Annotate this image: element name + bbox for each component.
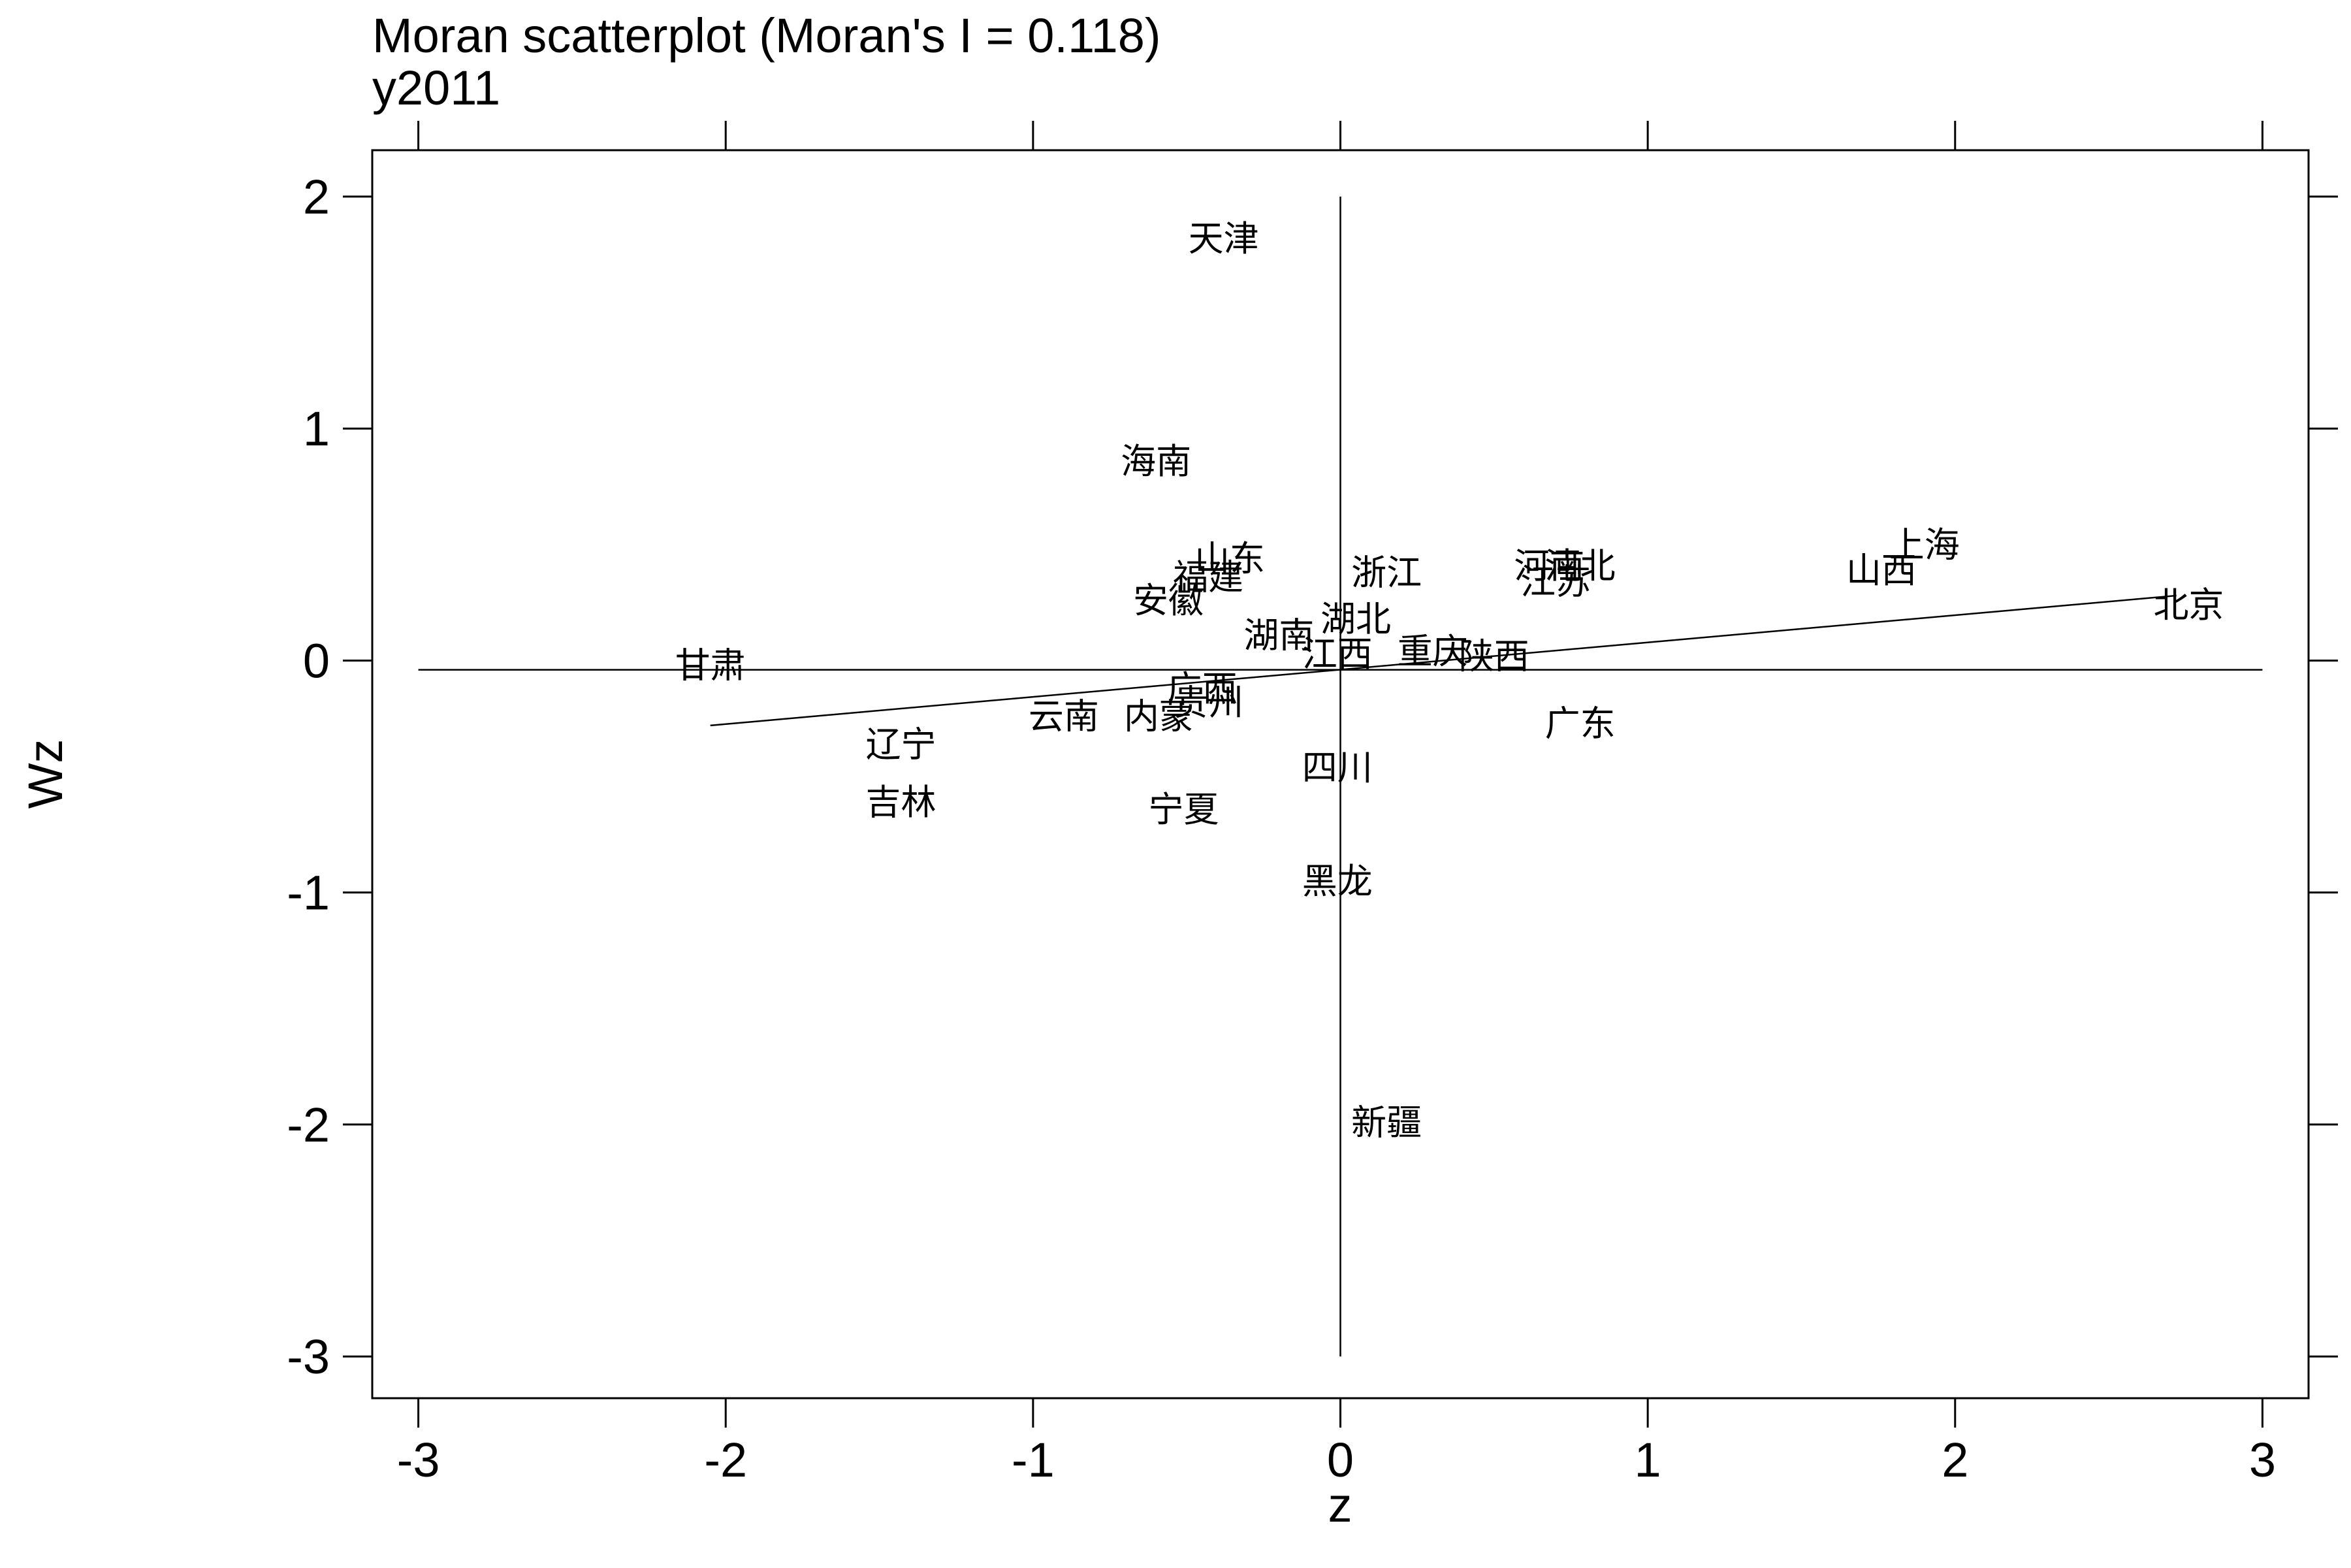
point-label: 安徽: [1133, 580, 1204, 621]
regression-fit-line: [710, 594, 2177, 727]
point-label: 四川: [1302, 747, 1373, 788]
point-label: 河南: [1514, 545, 1585, 586]
point-label: 天津: [1189, 218, 1259, 259]
y-tick-label: 0: [303, 633, 330, 688]
point-label: 辽宁: [865, 724, 936, 765]
y-tick-label: -3: [287, 1330, 330, 1384]
point-label: 河北: [1545, 545, 1616, 586]
point-label: 浙江: [1351, 552, 1422, 593]
y-tick-label: 1: [303, 402, 330, 456]
point-label: 湖南: [1243, 615, 1314, 656]
point-label: 宁夏: [1148, 789, 1219, 830]
x-tick-label: 0: [1327, 1433, 1354, 1487]
point-label: 山东: [1194, 538, 1265, 579]
point-label: 甘肃: [675, 645, 746, 686]
chart-title: Moran scatterplot (Moran's I = 0.118): [372, 8, 1161, 63]
point-label: 北京: [2153, 584, 2224, 626]
point-label: 贵州: [1173, 682, 1243, 723]
point-label: 黑龙: [1302, 861, 1373, 902]
y-axis-ticks: -3 -2 -1 0 1 2: [287, 170, 2338, 1384]
x-axis-label: z: [1328, 1478, 1352, 1532]
point-label: 吉林: [865, 782, 936, 823]
x-tick-label: -1: [1012, 1433, 1055, 1487]
point-label: 江西: [1302, 633, 1373, 675]
y-tick-label: 2: [303, 170, 330, 224]
point-label: 湖北: [1320, 599, 1391, 640]
x-tick-label: 2: [1942, 1433, 1968, 1487]
point-label: 新疆: [1351, 1102, 1422, 1143]
x-tick-label: -3: [397, 1433, 440, 1487]
point-label: 陕西: [1459, 635, 1529, 677]
point-label: 内蒙: [1124, 696, 1194, 737]
point-label: 广东: [1545, 703, 1616, 744]
fit-line-group: [710, 594, 2177, 727]
x-tick-label: 3: [2249, 1433, 2276, 1487]
point-label: 江苏: [1520, 562, 1591, 603]
point-label: 海南: [1121, 441, 1191, 482]
x-tick-label: -2: [704, 1433, 747, 1487]
x-axis-ticks: -3 -2 -1 0 1 2 3: [397, 121, 2276, 1487]
point-label: 山西: [1846, 550, 1917, 591]
point-label: 广西: [1167, 668, 1238, 709]
point-label: 福建: [1173, 557, 1243, 598]
y-tick-label: -2: [287, 1098, 330, 1152]
y-tick-label: -1: [287, 866, 330, 920]
y-axis-label: Wz: [18, 739, 72, 809]
x-tick-label: 1: [1635, 1433, 1661, 1487]
point-label: 重庆: [1398, 631, 1468, 672]
chart-subtitle: y2011: [372, 61, 500, 115]
point-label: 云南: [1029, 696, 1099, 737]
point-label: 上海: [1889, 524, 1960, 566]
